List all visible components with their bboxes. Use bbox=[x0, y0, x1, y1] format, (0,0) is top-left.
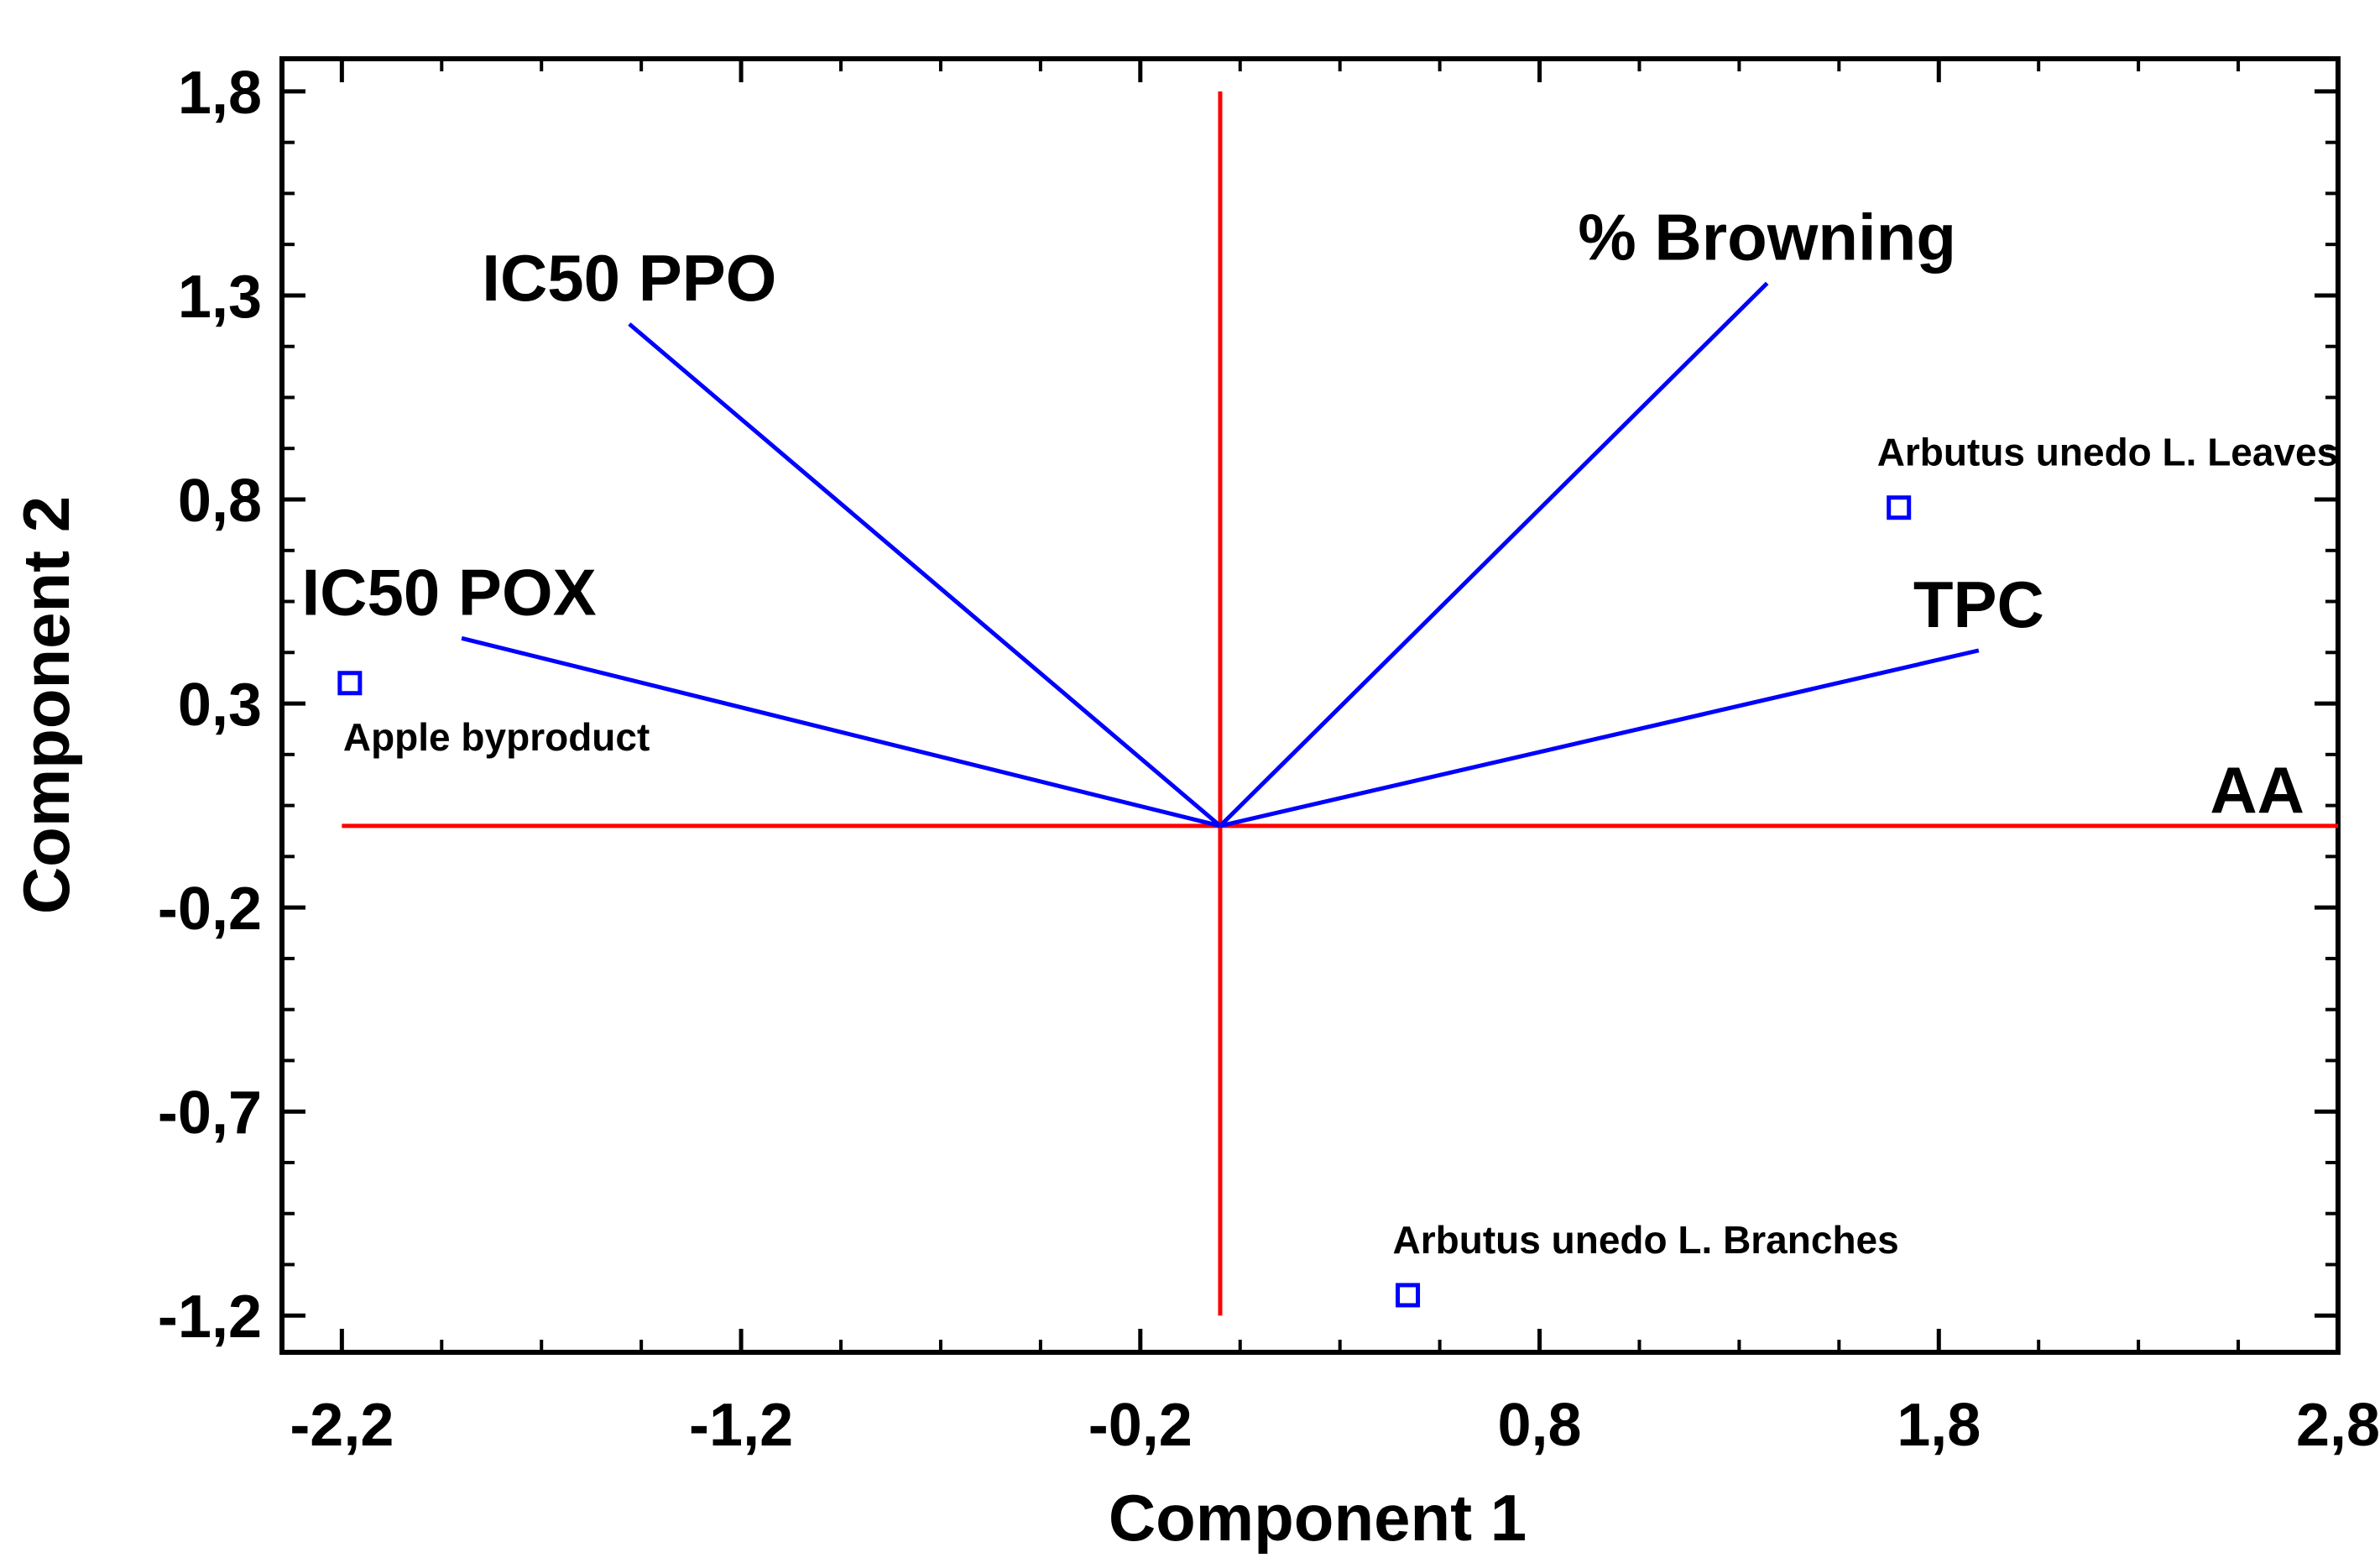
observation-marker-arbutus-unedo-l-leaves bbox=[1887, 495, 1912, 520]
observation-marker-apple-byproduct bbox=[337, 671, 363, 696]
x-tick-label: 2,8 bbox=[2296, 1392, 2380, 1459]
loading-vector-ic50-ppo bbox=[628, 322, 1222, 828]
x-axis-ticks: -2,2 -1,2 -0,2 0,8 1,8 2,8 bbox=[290, 59, 2380, 1459]
loading-vector-ic50-pox bbox=[461, 635, 1221, 829]
loading-vector-tpc bbox=[1219, 648, 1980, 829]
loading-label-tpc: TPC bbox=[1913, 567, 2044, 641]
x-tick-label: 1,8 bbox=[1897, 1392, 1981, 1459]
loading-label-ic50-pox: IC50 POX bbox=[301, 555, 596, 629]
y-tick-label: 1,3 bbox=[178, 264, 262, 331]
y-tick-label: 1,8 bbox=[178, 60, 262, 127]
observation-marker-arbutus-unedo-l-branches bbox=[1396, 1283, 1421, 1308]
y-tick-label: 0,8 bbox=[178, 468, 262, 535]
y-axis-title: Component 2 bbox=[9, 496, 83, 914]
x-axis-title: Component 1 bbox=[1109, 1481, 1527, 1555]
loading-vectors: IC50 PPO % Browning IC50 POX TPC AA bbox=[301, 200, 2304, 829]
observation-label-arbutus-unedo-l-branches: Arbutus unedo L. Branches bbox=[1393, 1218, 1899, 1262]
x-tick-label: -0,2 bbox=[1088, 1392, 1193, 1459]
x-tick-label: -2,2 bbox=[290, 1392, 394, 1459]
y-tick-label: -0,2 bbox=[158, 876, 262, 943]
y-tick-label: -1,2 bbox=[158, 1283, 262, 1351]
loading-label-aa: AA bbox=[2210, 753, 2304, 827]
loading-label-browning: % Browning bbox=[1578, 200, 1956, 274]
x-tick-label: 0,8 bbox=[1497, 1392, 1581, 1459]
y-axis-ticks: 1,8 1,3 0,8 0,3 -0,2 -0,7 -1,2 bbox=[158, 60, 2338, 1351]
observation-label-apple-byproduct: Apple byproduct bbox=[343, 715, 650, 759]
reference-lines bbox=[342, 91, 2338, 1316]
x-tick-label: -1,2 bbox=[689, 1392, 793, 1459]
loading-label-ic50-ppo: IC50 PPO bbox=[482, 241, 776, 315]
y-tick-label: -0,7 bbox=[158, 1079, 262, 1147]
y-tick-label: 0,3 bbox=[178, 672, 262, 739]
loading-vector-browning bbox=[1219, 281, 1769, 828]
observation-label-arbutus-unedo-l-leaves: Arbutus unedo L. Leaves bbox=[1877, 431, 2339, 474]
observation-points: Arbutus unedo L. Leaves Apple byproduct Ar… bbox=[337, 431, 2339, 1308]
